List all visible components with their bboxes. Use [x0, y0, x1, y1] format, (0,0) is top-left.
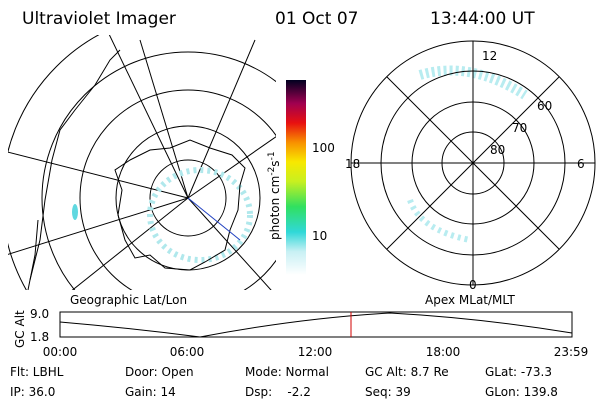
status-field: Mode: Normal	[245, 365, 329, 379]
altitude-curve	[59, 312, 573, 338]
status-field: Door: Open	[125, 365, 194, 379]
polar-plot: 12 18 6 0 60 70 80	[345, 40, 596, 292]
geographic-map	[8, 35, 276, 290]
mlt-label: 6	[577, 157, 585, 171]
status-field: Gain: 14	[125, 385, 176, 399]
x-tick-label: 00:00	[43, 345, 78, 359]
colorbar	[286, 80, 306, 275]
y-tick-label: 9.0	[30, 307, 49, 321]
mlat-label: 60	[537, 99, 552, 113]
x-tick-label: 23:59	[554, 345, 589, 359]
mlat-label: 70	[512, 121, 527, 135]
panel-title: Apex MLat/MLT	[425, 293, 515, 307]
y-tick-label: 1.8	[30, 330, 49, 344]
mlat-label: 80	[490, 143, 505, 157]
x-tick-label: 12:00	[298, 345, 333, 359]
status-field: Dsp: -2.2	[245, 385, 311, 399]
status-field: Seq: 39	[365, 385, 411, 399]
colorbar-tick: 100	[312, 141, 335, 155]
status-field: GLat: -73.3	[485, 365, 552, 379]
status-field: Flt: LBHL	[10, 365, 64, 379]
footer: Flt: LBHL Door: Open Mode: Normal GC Alt: 8…	[10, 365, 558, 399]
x-tick-label: 18:00	[426, 345, 461, 359]
status-field: GC Alt: 8.7 Re	[365, 365, 449, 379]
unit-exp: -2	[267, 167, 277, 176]
date: 01 Oct 07	[275, 9, 358, 29]
unit-exp: -1	[267, 151, 277, 160]
colorbar-tick: 10	[312, 229, 327, 243]
y-label: GC Alt	[13, 310, 27, 348]
status-field: GLon: 139.8	[485, 385, 558, 399]
unit: s	[268, 160, 282, 166]
altitude-frame	[59, 311, 573, 338]
title: Ultraviolet Imager	[22, 9, 176, 29]
mlt-label: 0	[469, 278, 477, 292]
mlt-label: 18	[345, 157, 360, 171]
unit: photon cm	[268, 176, 282, 240]
x-tick-label: 06:00	[170, 345, 205, 359]
colorbar-unit: photon cm-2s-1	[267, 151, 282, 240]
status-field: IP: 36.0	[10, 385, 55, 399]
time: 13:44:00 UT	[430, 9, 535, 29]
mlt-label: 12	[482, 49, 497, 63]
panel-title: Geographic Lat/Lon	[70, 293, 187, 307]
